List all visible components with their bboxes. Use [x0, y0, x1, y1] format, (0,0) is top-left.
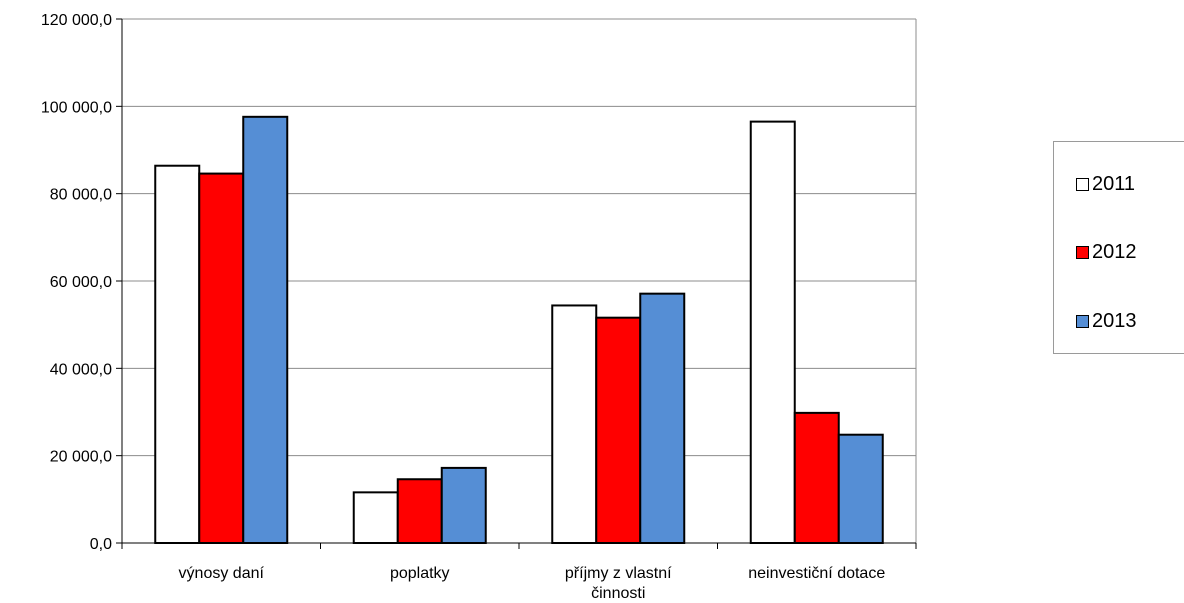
- bar-2012-4: [793, 411, 840, 544]
- x-tick-label: neinvestiční dotace: [748, 565, 885, 582]
- axes: [116, 18, 917, 549]
- legend-swatch-2012: [1076, 245, 1089, 259]
- y-tick-label: 40 000,0: [50, 361, 112, 378]
- bar-2011-3: [551, 304, 598, 544]
- bar-2013-1: [242, 115, 289, 545]
- y-tick-label: 120 000,0: [41, 12, 112, 29]
- legend-label-2013: 2013: [1092, 309, 1137, 332]
- legend-swatch-2011: [1076, 177, 1089, 191]
- x-tick-label: příjmy z vlastní: [565, 565, 672, 582]
- y-tick-label: 60 000,0: [50, 274, 112, 291]
- tick-labels: 0,0 20 000,0 40 000,0 60 000,0 80 000,0 100 0…: [41, 12, 886, 602]
- y-tick-label: 100 000,0: [41, 99, 112, 116]
- y-tick-label: 0,0: [90, 536, 112, 553]
- bar-2012-3: [595, 316, 642, 544]
- x-tick-label: poplatky: [390, 565, 450, 582]
- bar-2011-2: [352, 491, 399, 545]
- bars: [154, 115, 884, 545]
- bar-2012-2: [396, 478, 443, 545]
- legend-item-2011: 2011: [1076, 171, 1135, 197]
- bar-2012-1: [198, 172, 245, 545]
- bar-2011-4: [749, 120, 796, 544]
- x-tick-label: činnosti: [591, 585, 645, 602]
- legend-item-2013: 2013: [1076, 308, 1137, 334]
- bar-2013-4: [837, 433, 884, 544]
- x-tick-label: výnosy daní: [179, 565, 265, 582]
- legend-label-2011: 2011: [1092, 172, 1136, 195]
- legend-swatch-2013: [1076, 314, 1089, 328]
- y-tick-label: 80 000,0: [50, 187, 112, 204]
- legend: 2011 2012 2013: [1053, 141, 1184, 354]
- bar-2011-1: [154, 164, 201, 544]
- legend-item-2012: 2012: [1076, 239, 1137, 265]
- legend-label-2012: 2012: [1092, 240, 1137, 263]
- bar-2013-2: [440, 466, 487, 545]
- bar-2013-3: [639, 292, 686, 544]
- y-tick-label: 20 000,0: [50, 449, 112, 466]
